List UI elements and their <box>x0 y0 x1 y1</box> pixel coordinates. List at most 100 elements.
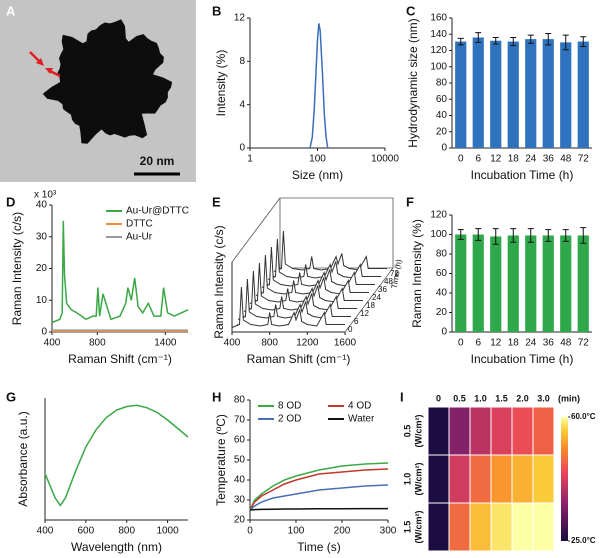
x-tick-label: 400 <box>44 338 61 349</box>
error-bar <box>492 37 499 45</box>
colorbar-label: 25.0°C <box>571 536 596 545</box>
y-tick-label: 20 <box>436 307 448 318</box>
colorbar <box>561 417 568 541</box>
y-tick-label: 100 <box>430 229 447 240</box>
x-tick-label: 18 <box>508 338 520 349</box>
x-tick-label: 24 <box>525 338 537 349</box>
panel-label: C <box>406 3 416 18</box>
bar <box>525 235 537 332</box>
heat-cell <box>428 455 449 503</box>
bar <box>507 235 519 332</box>
x-tick-label: 0 <box>458 154 464 165</box>
trace-fill <box>268 239 381 284</box>
heat-cell <box>491 503 512 551</box>
x-tick-label: 0 <box>458 338 464 349</box>
column-unit: (min) <box>558 393 580 403</box>
y-tick-label: 0 <box>239 143 245 154</box>
series-label: 18 <box>366 301 375 310</box>
x-tick-label: 6 <box>475 338 481 349</box>
x-tick-label: 72 <box>578 338 590 349</box>
row-label: 1.5 <box>402 521 412 534</box>
x-axis-label: Incubation Time (h) <box>471 168 574 182</box>
y-tick-label: 0 <box>41 327 47 338</box>
row-unit: (W/cm²) <box>413 463 423 496</box>
heat-cell <box>512 503 533 551</box>
trace-fill <box>244 271 357 316</box>
x-axis-label: Raman Shift (cm⁻¹) <box>68 352 172 366</box>
x-tick-label: 100 <box>309 154 326 165</box>
data-line <box>44 404 189 507</box>
trace-fill <box>238 279 351 324</box>
series-label: 6 <box>354 317 359 326</box>
series-label: 36 <box>378 285 387 294</box>
y-axis-label: Temperature (ºC) <box>214 414 228 506</box>
data-line <box>249 507 388 511</box>
x-tick-label: 72 <box>578 154 590 165</box>
x-tick-label: 36 <box>543 154 555 165</box>
legend-label: Au-Ur <box>126 232 153 243</box>
x-axis-label: Size (nm) <box>292 168 343 182</box>
error-bar <box>475 228 482 241</box>
data-line <box>51 220 189 324</box>
heat-cell <box>449 407 470 455</box>
trace-fill <box>256 255 369 300</box>
legend-label: DTTC <box>126 219 153 230</box>
x-tick-label: 800 <box>118 526 135 537</box>
x-axis-label: Raman Shift (cm⁻¹) <box>247 352 351 366</box>
arrow-head <box>36 58 44 66</box>
y-tick-label: 20 <box>234 515 246 526</box>
error-bar <box>457 37 464 46</box>
x-tick-label: 24 <box>525 154 537 165</box>
y-tick-label: 20 <box>36 263 48 274</box>
bar <box>542 39 554 148</box>
x-tick-label: 400 <box>37 526 54 537</box>
legend-label: 2 OD <box>278 414 301 425</box>
legend-label: 8 OD <box>278 401 301 412</box>
heat-cell <box>470 407 491 455</box>
y-axis-label: Hydrodynamic size (nm) <box>406 18 420 147</box>
y-tick-label: 50 <box>234 455 246 466</box>
data-line <box>231 286 345 328</box>
data-line <box>249 462 389 511</box>
y-tick-label: 60 <box>234 435 246 446</box>
x-tick-label: 12 <box>490 154 502 165</box>
series-label: 12 <box>360 309 369 318</box>
heat-cell <box>491 407 512 455</box>
y-axis-label: Raman Intensity (c/s) <box>212 225 226 338</box>
y-multiplier: x 10³ <box>34 190 57 201</box>
heat-cell <box>491 455 512 503</box>
column-label: 1.0 <box>474 393 487 403</box>
y-tick-label: 12 <box>234 13 246 24</box>
legend-label: Water <box>348 414 375 425</box>
x-tick-label: 36 <box>543 338 555 349</box>
y-tick-label: 120 <box>430 45 447 56</box>
legend-label: 4 OD <box>348 401 371 412</box>
error-bar <box>545 229 552 242</box>
y-tick-label: 120 <box>430 210 447 221</box>
y-tick-label: 4 <box>239 99 245 110</box>
series-label: 0 <box>348 325 353 334</box>
error-bar <box>510 228 517 243</box>
x-tick-label: 0 <box>247 526 253 537</box>
heat-cell <box>428 503 449 551</box>
arrow-head <box>45 68 53 74</box>
error-bar <box>475 32 482 43</box>
depth-label: Time (h) <box>390 258 404 289</box>
x-tick-label: 600 <box>78 526 95 537</box>
x-axis-label: Incubation Time (h) <box>471 352 574 366</box>
heat-cell <box>533 455 554 503</box>
trace-fill <box>232 287 345 332</box>
x-tick-label: 48 <box>560 154 572 165</box>
x-tick-label: 100 <box>288 526 305 537</box>
x-tick-label: 400 <box>224 338 241 349</box>
row-unit: (W/cm²) <box>413 511 423 544</box>
x-tick-label: 800 <box>261 338 278 349</box>
bar <box>577 41 589 148</box>
y-tick-label: 30 <box>234 495 246 506</box>
column-label: 0.5 <box>453 393 466 403</box>
bar <box>525 39 537 148</box>
x-tick-label: 1400 <box>154 338 177 349</box>
panel-label: D <box>6 194 15 209</box>
row-unit: (W/cm²) <box>413 415 423 448</box>
